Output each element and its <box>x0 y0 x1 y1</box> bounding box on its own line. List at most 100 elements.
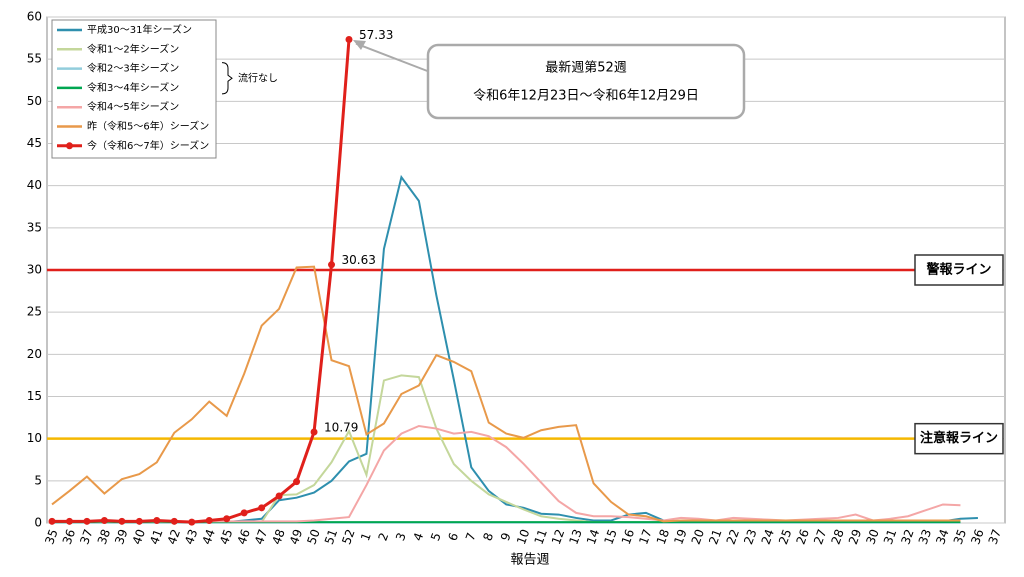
reference-label: 警報ライン <box>926 262 991 278</box>
point-marker <box>48 517 56 525</box>
legend-label: 今（令和6～7年）シーズン <box>87 139 209 152</box>
point-marker <box>118 517 126 525</box>
point-marker <box>65 517 73 525</box>
x-tick-label: 37 <box>77 527 95 546</box>
y-tick-label: 60 <box>27 10 42 24</box>
x-tick-label: 29 <box>846 527 864 546</box>
x-tick-label: 23 <box>741 527 759 546</box>
x-tick-label: 17 <box>636 527 654 546</box>
x-tick-label: 37 <box>986 527 1004 546</box>
x-tick-label: 24 <box>759 527 777 546</box>
reference-label: 注意報ライン <box>920 430 998 446</box>
x-tick-label: 32 <box>898 527 916 546</box>
x-tick-label: 30 <box>863 527 881 546</box>
x-tick-label: 38 <box>95 527 113 546</box>
x-tick-label: 34 <box>933 527 951 546</box>
legend-label: 令和1～2年シーズン <box>87 42 179 55</box>
x-tick-label: 9 <box>498 531 514 543</box>
x-tick-label: 18 <box>654 527 672 546</box>
annotation-box <box>426 43 746 120</box>
x-tick-label: 21 <box>706 527 724 546</box>
y-tick-label: 55 <box>27 52 42 66</box>
y-tick-label: 20 <box>27 347 42 361</box>
x-tick-label: 2 <box>376 531 392 543</box>
point-marker <box>275 492 283 500</box>
y-tick-label: 45 <box>27 136 42 150</box>
x-tick-label: 33 <box>916 527 934 546</box>
point-marker <box>205 516 213 524</box>
x-tick-label: 13 <box>566 527 584 546</box>
data-label: 57.33 <box>359 28 393 42</box>
point-marker <box>188 518 196 526</box>
x-tick-label: 41 <box>147 527 165 546</box>
y-tick-label: 10 <box>27 431 42 445</box>
x-tick-label: 3 <box>393 531 409 543</box>
y-tick-label: 50 <box>27 94 42 108</box>
x-tick-label: 27 <box>811 527 829 546</box>
x-tick-label: 39 <box>112 527 130 546</box>
data-label: 10.79 <box>324 421 358 435</box>
legend-label: 平成30～31年シーズン <box>87 23 192 36</box>
x-axis-title: 報告週 <box>510 553 549 568</box>
x-tick-label: 15 <box>601 527 619 546</box>
y-tick-label: 30 <box>27 263 42 277</box>
x-tick-label: 10 <box>514 527 532 546</box>
annotation-text: 最新週第52週 <box>545 60 627 76</box>
x-tick-label: 44 <box>200 527 218 546</box>
x-tick-label: 4 <box>411 531 427 543</box>
annotation-arrowhead <box>353 40 366 50</box>
y-tick-label: 35 <box>27 220 42 234</box>
x-tick-label: 35 <box>42 527 60 546</box>
legend-label: 令和2～3年シーズン <box>87 62 179 75</box>
legend-label: 令和4～5年シーズン <box>87 100 179 113</box>
point-marker <box>153 516 161 524</box>
reference-label-box <box>914 254 1004 286</box>
point-marker <box>240 509 248 517</box>
point-marker <box>223 515 231 523</box>
point-marker <box>328 261 336 269</box>
x-tick-label: 35 <box>951 527 969 546</box>
x-tick-label: 12 <box>549 527 567 546</box>
x-tick-label: 50 <box>304 527 322 546</box>
legend-marker <box>66 142 73 150</box>
x-tick-label: 28 <box>828 527 846 546</box>
x-tick-label: 14 <box>584 527 602 546</box>
x-tick-label: 1 <box>358 531 374 543</box>
x-tick-label: 11 <box>531 527 549 546</box>
x-tick-label: 52 <box>339 527 357 546</box>
y-tick-label: 40 <box>27 178 42 192</box>
x-tick-label: 36 <box>60 527 78 546</box>
point-marker <box>83 517 91 525</box>
x-tick-label: 31 <box>881 527 899 546</box>
point-marker <box>100 516 108 524</box>
x-tick-label: 26 <box>794 527 812 546</box>
x-tick-label: 7 <box>463 531 479 543</box>
legend-label: 令和3～4年シーズン <box>87 81 179 94</box>
reference-label-box <box>914 422 1004 455</box>
x-tick-label: 46 <box>235 527 253 546</box>
legend-bracket <box>221 62 233 95</box>
x-tick-label: 20 <box>689 527 707 546</box>
x-tick-label: 6 <box>445 531 461 543</box>
legend-label: 昨（令和5～6年）シーズン <box>87 120 209 133</box>
y-tick-label: 5 <box>34 473 42 487</box>
x-tick-label: 22 <box>724 527 742 546</box>
x-tick-label: 42 <box>165 527 183 546</box>
legend-note: 流行なし <box>238 71 278 84</box>
x-tick-label: 51 <box>322 527 340 546</box>
x-tick-label: 40 <box>130 527 148 546</box>
data-label: 30.63 <box>342 253 376 267</box>
x-tick-label: 19 <box>671 527 689 546</box>
x-tick-label: 36 <box>968 527 986 546</box>
x-tick-label: 25 <box>776 527 794 546</box>
x-tick-label: 5 <box>428 531 444 543</box>
x-tick-label: 8 <box>480 531 496 543</box>
x-tick-label: 45 <box>217 527 235 546</box>
x-tick-label: 43 <box>182 527 200 546</box>
point-marker <box>170 517 178 525</box>
x-tick-label: 48 <box>269 527 287 546</box>
x-tick-label: 49 <box>287 527 305 546</box>
annotation-text: 令和6年12月23日～令和6年12月29日 <box>473 89 699 104</box>
series-line <box>51 265 961 523</box>
